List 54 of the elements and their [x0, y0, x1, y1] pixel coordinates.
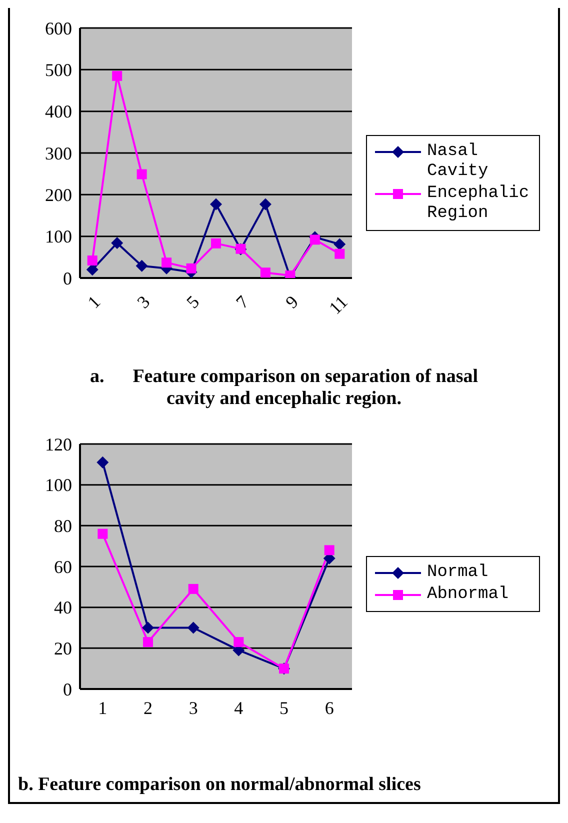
x-tick-label: 6	[324, 698, 334, 718]
point	[187, 622, 200, 634]
y-tick-label: 100	[45, 475, 72, 496]
y-tick-label: 120	[45, 434, 72, 454]
legend-label: Encephalic Region	[427, 184, 530, 224]
point	[98, 528, 108, 539]
point	[334, 238, 346, 250]
point	[210, 198, 222, 210]
y-tick-label: 0	[63, 268, 72, 288]
text: b. Feature comparison on normal/abnormal slices	[18, 774, 422, 796]
x-tick-label: 5	[280, 698, 288, 718]
x-tick-label: 9	[282, 292, 302, 312]
point	[259, 198, 272, 210]
point	[234, 637, 244, 648]
y-tick-label: 600	[45, 18, 72, 38]
y-tick-label: 200	[45, 185, 72, 206]
y-tick-label: 500	[45, 60, 72, 80]
x-tick-label: 7	[232, 292, 253, 312]
point	[186, 263, 196, 274]
y-tick-label: 400	[45, 102, 72, 122]
x-tick-label: 4	[234, 698, 244, 718]
point	[162, 258, 172, 268]
x-tick-label: 5	[182, 292, 204, 312]
legend-label: Abnormal	[427, 585, 510, 605]
point	[136, 169, 147, 180]
point	[310, 234, 320, 245]
legend-label: Normal	[427, 563, 490, 583]
point	[324, 545, 334, 556]
point	[188, 584, 198, 594]
x-tick-label: 2	[144, 698, 152, 718]
point	[260, 268, 270, 278]
y-tick-label: 40	[54, 598, 72, 618]
point	[112, 70, 122, 81]
point	[111, 237, 124, 249]
y-tick-label: 0	[63, 679, 72, 700]
point	[334, 248, 345, 259]
x-tick-label: 11	[325, 292, 352, 318]
x-tick-label: 3	[133, 292, 154, 312]
point	[87, 256, 98, 266]
x-tick-label: 3	[188, 698, 198, 718]
x-tick-label: 1	[98, 698, 108, 718]
y-tick-label: 100	[45, 226, 72, 247]
y-tick-label: 20	[54, 638, 72, 659]
text: a. Feature comparison on separation of nasal cavity and encephalic region.	[88, 366, 480, 410]
point	[142, 622, 154, 634]
point	[96, 456, 109, 468]
legend-label: Nasal Cavity	[427, 142, 490, 182]
x-tick-label: 1	[84, 292, 104, 312]
y-tick-label: 60	[54, 556, 72, 577]
point	[143, 637, 153, 648]
point	[136, 260, 148, 272]
point	[211, 238, 221, 248]
y-tick-label: 80	[54, 516, 72, 536]
y-tick-label: 300	[45, 143, 72, 164]
